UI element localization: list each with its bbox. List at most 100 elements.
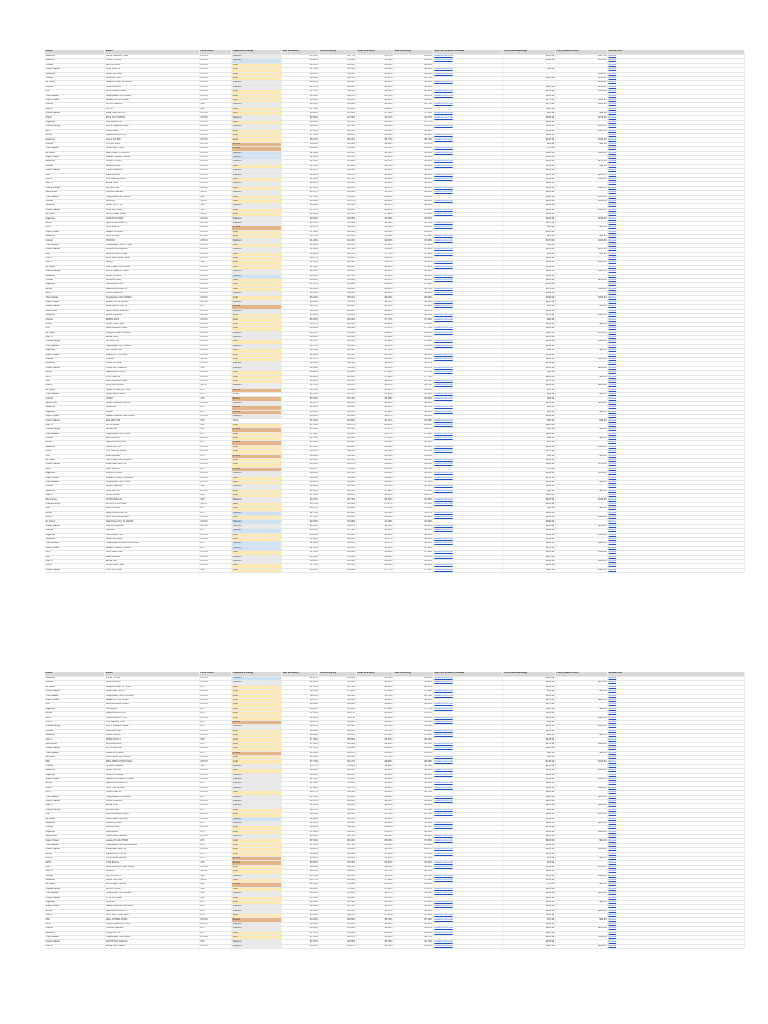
cell-review-link[interactable]: Review: [607, 76, 745, 82]
cell-review-link[interactable]: Review: [607, 698, 745, 704]
cell-buy-link[interactable]: Amazon.com Link: [433, 900, 504, 906]
cell-review-link[interactable]: Review: [607, 238, 745, 244]
cell-review-link[interactable]: Review: [607, 445, 745, 451]
cell-review-link[interactable]: Review: [607, 515, 745, 521]
cell-review-link[interactable]: Review: [607, 427, 745, 433]
cell-review-link[interactable]: Review: [607, 891, 745, 897]
cell-buy-link[interactable]: Amazon.com Link: [433, 313, 504, 319]
cell-buy-link[interactable]: Amazon.com Link: [433, 146, 504, 152]
cell-review-link[interactable]: Review: [607, 694, 745, 700]
cell-buy-link[interactable]: Amazon.com Link: [433, 694, 504, 700]
cell-review-link[interactable]: Review: [607, 860, 745, 866]
cell-review-link[interactable]: Review: [607, 707, 745, 713]
cell-review-link[interactable]: Review: [607, 243, 745, 249]
cell-buy-link[interactable]: Amazon.com Link: [433, 80, 504, 86]
cell-buy-link[interactable]: Amazon.com Link: [433, 379, 504, 385]
cell-review-link[interactable]: Review: [607, 711, 745, 717]
cell-buy-link[interactable]: Amazon.com Link: [433, 89, 504, 95]
cell-review-link[interactable]: Review: [607, 462, 745, 468]
cell-review-link[interactable]: Review: [607, 454, 745, 459]
cell-review-link[interactable]: Review: [607, 418, 745, 424]
cell-review-link[interactable]: Review: [607, 720, 745, 726]
cell-review-link[interactable]: Review: [607, 528, 745, 534]
cell-review-link[interactable]: Review: [607, 834, 745, 840]
cell-review-link[interactable]: Review: [607, 423, 745, 429]
cell-review-link[interactable]: Review: [607, 830, 745, 836]
cell-review-link[interactable]: Review: [607, 458, 745, 464]
cell-review-link[interactable]: Review: [607, 537, 745, 543]
cell-buy-link[interactable]: Amazon.com Link: [433, 58, 504, 64]
cell-review-link[interactable]: Review: [607, 173, 745, 178]
cell-review-link[interactable]: Review: [607, 939, 745, 945]
cell-review-link[interactable]: Review: [607, 252, 745, 258]
cell-buy-link[interactable]: Amazon.com Link: [433, 733, 504, 739]
cell-buy-link[interactable]: Amazon.com Link: [433, 133, 504, 139]
cell-review-link[interactable]: Review: [607, 742, 745, 748]
cell-buy-link[interactable]: Amazon.com Link: [433, 755, 504, 761]
cell-review-link[interactable]: Review: [607, 287, 745, 293]
cell-buy-link[interactable]: Amazon.com Link: [433, 54, 504, 60]
cell-buy-link[interactable]: Amazon.com Link: [433, 838, 504, 844]
cell-review-link[interactable]: Review: [607, 111, 745, 117]
cell-review-link[interactable]: Review: [607, 247, 745, 253]
cell-review-link[interactable]: Review: [607, 449, 745, 455]
cell-review-link[interactable]: Review: [607, 519, 745, 525]
cell-buy-link[interactable]: Amazon.com Link: [433, 331, 504, 337]
cell-buy-link[interactable]: Amazon.com Link: [433, 563, 504, 569]
cell-review-link[interactable]: Review: [607, 533, 745, 539]
cell-buy-link[interactable]: Amazon.com Link: [433, 339, 504, 345]
cell-buy-link[interactable]: Amazon.com Link: [433, 111, 504, 117]
cell-review-link[interactable]: Review: [607, 751, 745, 757]
cell-review-link[interactable]: Review: [607, 370, 745, 376]
cell-review-link[interactable]: Review: [607, 467, 745, 473]
cell-review-link[interactable]: Review: [607, 256, 745, 262]
cell-buy-link[interactable]: Amazon.com Link: [433, 680, 504, 686]
cell-buy-link[interactable]: Amazon.com Link: [433, 225, 504, 231]
cell-review-link[interactable]: Review: [607, 383, 745, 389]
cell-review-link[interactable]: Review: [607, 825, 745, 831]
cell-buy-link[interactable]: Amazon.com Link: [433, 702, 504, 708]
cell-review-link[interactable]: Review: [607, 265, 745, 271]
cell-buy-link[interactable]: Amazon.com Link: [433, 821, 504, 827]
cell-review-link[interactable]: Review: [607, 484, 745, 490]
cell-review-link[interactable]: Review: [607, 142, 745, 148]
cell-buy-link[interactable]: Amazon.com Link: [433, 537, 504, 543]
cell-review-link[interactable]: Review: [607, 405, 745, 411]
cell-buy-link[interactable]: Amazon.com Link: [433, 786, 504, 792]
cell-review-link[interactable]: Review: [607, 874, 745, 880]
cell-review-link[interactable]: Review: [607, 72, 745, 78]
cell-review-link[interactable]: Review: [607, 680, 745, 686]
cell-review-link[interactable]: Review: [607, 716, 745, 721]
cell-review-link[interactable]: Review: [607, 274, 745, 279]
cell-review-link[interactable]: Review: [607, 755, 745, 761]
cell-review-link[interactable]: Review: [607, 339, 745, 345]
cell-review-link[interactable]: Review: [607, 63, 745, 69]
cell-review-link[interactable]: Review: [607, 212, 745, 218]
cell-review-link[interactable]: Review: [607, 904, 745, 910]
cell-review-link[interactable]: Review: [607, 506, 745, 512]
cell-review-link[interactable]: Review: [607, 410, 745, 416]
cell-buy-link[interactable]: Amazon.com Link: [433, 458, 504, 464]
cell-review-link[interactable]: Review: [607, 900, 745, 906]
cell-review-link[interactable]: Review: [607, 129, 745, 135]
cell-review-link[interactable]: Review: [607, 344, 745, 350]
cell-review-link[interactable]: Review: [607, 366, 745, 372]
cell-buy-link[interactable]: Amazon.com Link: [433, 707, 504, 713]
cell-buy-link[interactable]: Amazon.com Link: [433, 917, 504, 923]
cell-review-link[interactable]: Review: [607, 80, 745, 86]
cell-review-link[interactable]: Review: [607, 812, 745, 818]
cell-review-link[interactable]: Review: [607, 563, 745, 569]
cell-buy-link[interactable]: Amazon.com Link: [433, 768, 504, 774]
cell-review-link[interactable]: Review: [607, 568, 745, 574]
cell-buy-link[interactable]: Amazon.com Link: [433, 383, 504, 389]
cell-review-link[interactable]: Review: [607, 737, 745, 743]
cell-review-link[interactable]: Review: [607, 155, 745, 161]
cell-review-link[interactable]: Review: [607, 795, 745, 800]
cell-review-link[interactable]: Review: [607, 471, 745, 477]
cell-review-link[interactable]: Review: [607, 177, 745, 183]
cell-buy-link[interactable]: Amazon.com Link: [433, 799, 504, 805]
cell-buy-link[interactable]: Amazon.com Link: [433, 689, 504, 695]
cell-buy-link[interactable]: Amazon.com Link: [433, 497, 504, 503]
cell-review-link[interactable]: Review: [607, 361, 745, 367]
cell-review-link[interactable]: Review: [607, 326, 745, 332]
